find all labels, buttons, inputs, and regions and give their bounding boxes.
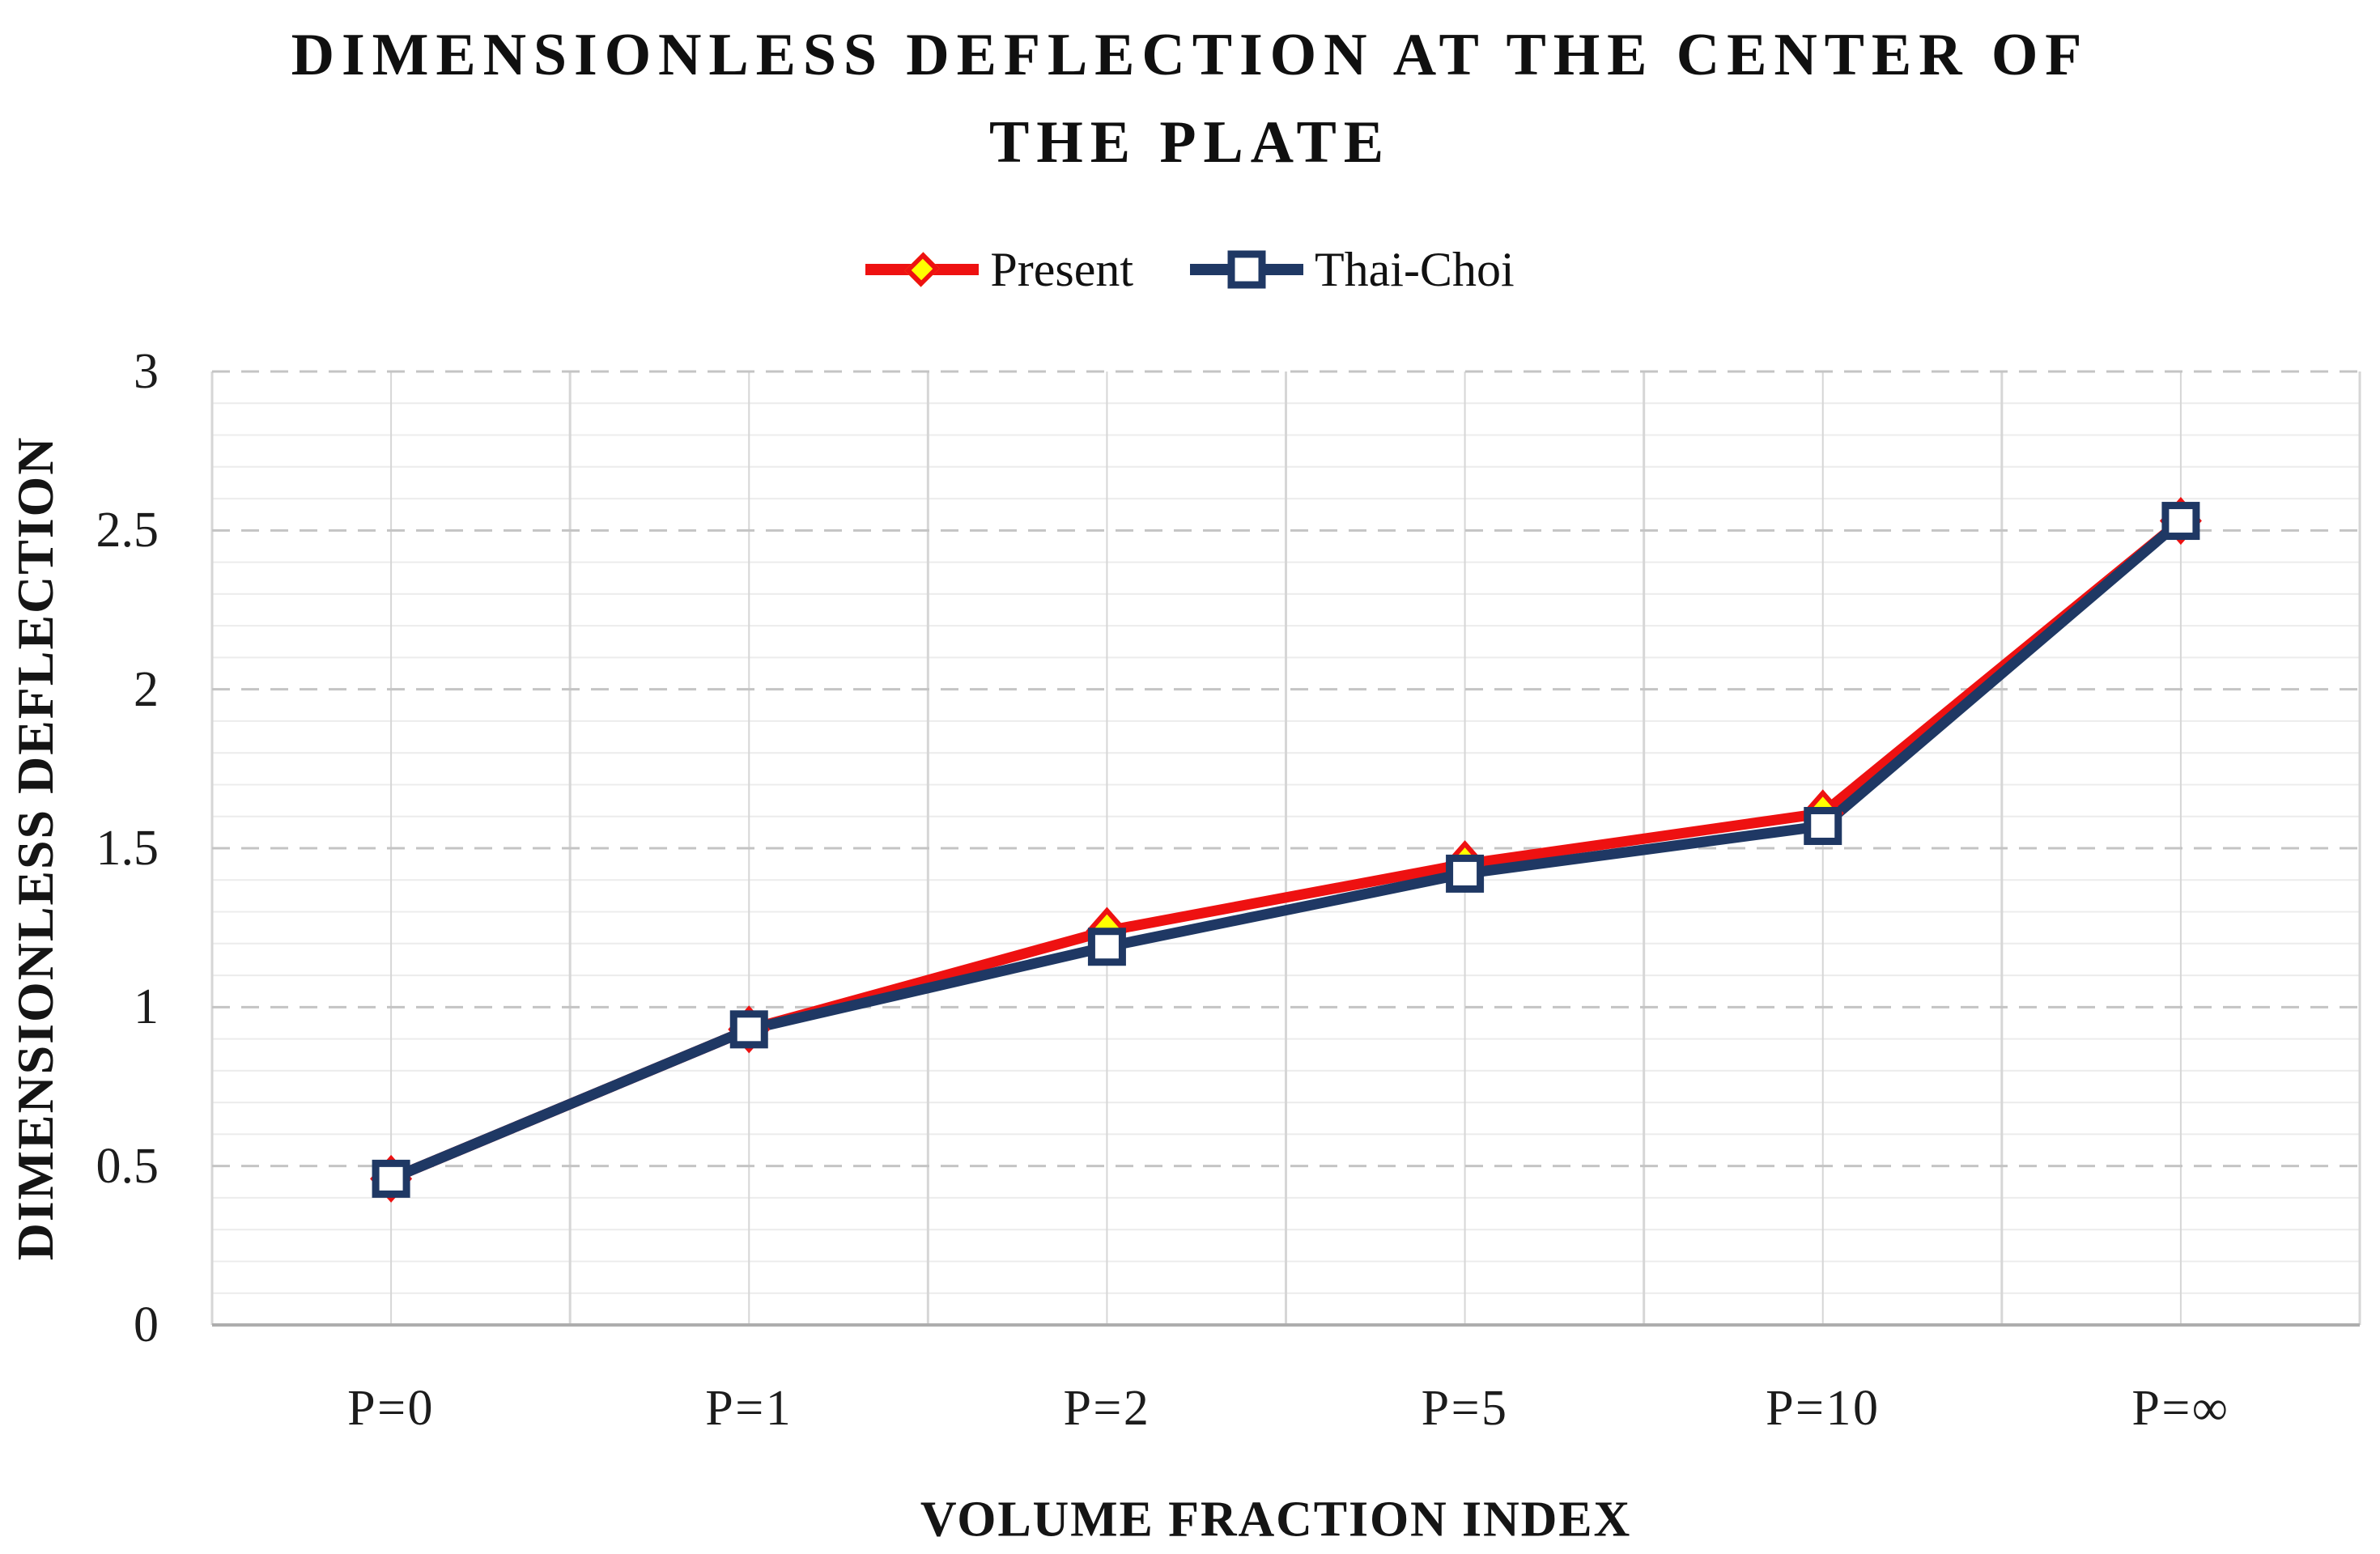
legend-item-thai-choi: Thai-Choi bbox=[1190, 242, 1515, 298]
y-tick-label: 0 bbox=[134, 1297, 159, 1352]
present-series-swatch bbox=[865, 244, 980, 295]
x-tick-label: P=5 bbox=[1421, 1381, 1509, 1436]
square-marker bbox=[1087, 928, 1126, 966]
square-marker bbox=[729, 1010, 768, 1049]
square-marker-icon bbox=[1227, 250, 1266, 289]
chart-title: DIMENSIONLESS DEFLECTION AT THE CENTER O… bbox=[0, 11, 2380, 186]
square-marker bbox=[1446, 854, 1485, 893]
square-marker bbox=[1804, 807, 1842, 846]
legend-item-present: Present bbox=[865, 242, 1133, 298]
y-tick-label: 1.5 bbox=[96, 821, 159, 876]
series-line-thai-choi bbox=[385, 516, 2187, 1184]
x-tick-label: P=0 bbox=[347, 1381, 436, 1436]
y-tick-label: 2 bbox=[134, 661, 159, 717]
legend-label-thai-choi: Thai-Choi bbox=[1315, 242, 1515, 296]
square-marker bbox=[2161, 502, 2200, 541]
x-tick-label: P=∞ bbox=[2131, 1381, 2230, 1436]
y-tick-label: 1 bbox=[134, 979, 159, 1035]
y-tick-label: 2.5 bbox=[96, 503, 159, 558]
legend-label-present: Present bbox=[990, 242, 1133, 296]
chart-title-line2: THE PLATE bbox=[989, 109, 1391, 176]
legend: Present Thai-Choi bbox=[0, 233, 2380, 306]
y-tick-label: 0.5 bbox=[96, 1138, 159, 1194]
y-tick-label: 3 bbox=[134, 344, 159, 399]
x-tick-label: P=10 bbox=[1766, 1381, 1881, 1436]
x-tick-label: P=1 bbox=[705, 1381, 793, 1436]
x-tick-label: P=2 bbox=[1063, 1381, 1151, 1436]
x-axis-title: VOLUME FRACTION INDEX bbox=[920, 1492, 1632, 1548]
square-marker bbox=[372, 1159, 410, 1198]
chart-title-line1: DIMENSIONLESS DEFLECTION AT THE CENTER O… bbox=[291, 22, 2089, 88]
thai-choi-series-swatch bbox=[1190, 244, 1303, 295]
